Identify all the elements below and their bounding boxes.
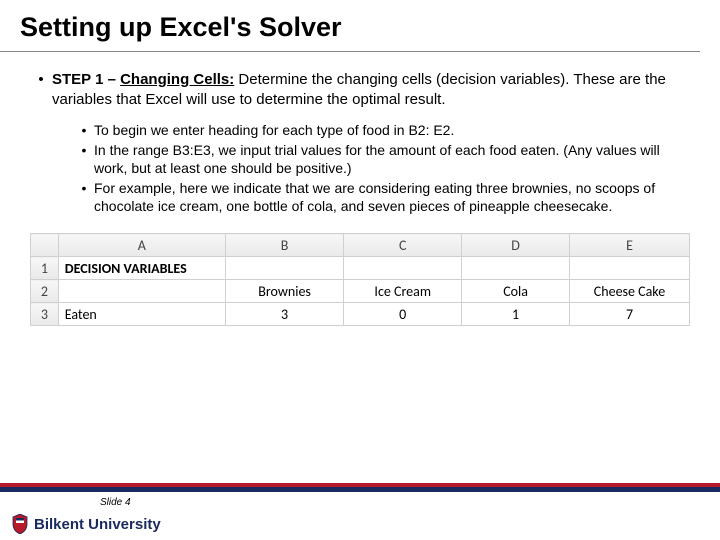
- excel-grid: A B C D E 1 DECISION VARIABLES 2 Brownie…: [30, 233, 690, 326]
- row-header: 3: [31, 303, 59, 326]
- cell: [570, 257, 690, 280]
- cell: [462, 257, 570, 280]
- bullet-dot: •: [30, 70, 52, 111]
- content-area: • STEP 1 – Changing Cells: Determine the…: [0, 52, 720, 215]
- university-logo-area: Bilkent University: [12, 514, 161, 534]
- main-bullet-text: STEP 1 – Changing Cells: Determine the c…: [52, 70, 690, 111]
- sub-bullet: • In the range B3:E3, we input trial val…: [74, 141, 690, 177]
- sub-bullet-text: To begin we enter heading for each type …: [94, 121, 690, 139]
- cell: 1: [462, 303, 570, 326]
- sub-bullet-text: In the range B3:E3, we input trial value…: [94, 141, 690, 177]
- step-label: STEP 1 –: [52, 71, 120, 88]
- cell: 3: [225, 303, 343, 326]
- cell: Brownies: [225, 280, 343, 303]
- cell: [344, 257, 462, 280]
- cell: [225, 257, 343, 280]
- changing-cells-label: Changing Cells:: [120, 71, 234, 88]
- cell: DECISION VARIABLES: [58, 257, 225, 280]
- cell: Eaten: [58, 303, 225, 326]
- footer-navy-stripe: [0, 487, 720, 492]
- sub-bullet-list: • To begin we enter heading for each typ…: [30, 121, 690, 216]
- cell: Cola: [462, 280, 570, 303]
- main-bullet: • STEP 1 – Changing Cells: Determine the…: [30, 70, 690, 111]
- cell: 7: [570, 303, 690, 326]
- cell: [58, 280, 225, 303]
- sub-bullet-text: For example, here we indicate that we ar…: [94, 179, 690, 215]
- bullet-dot: •: [74, 141, 94, 177]
- table-row: 3 Eaten 3 0 1 7: [31, 303, 690, 326]
- row-header: 1: [31, 257, 59, 280]
- sub-bullet: • To begin we enter heading for each typ…: [74, 121, 690, 139]
- shield-icon: [12, 514, 28, 534]
- title-area: Setting up Excel's Solver: [0, 0, 720, 49]
- footer-stripe: [0, 483, 720, 492]
- col-header: D: [462, 234, 570, 257]
- col-header: A: [58, 234, 225, 257]
- row-header: 2: [31, 280, 59, 303]
- table-row: 1 DECISION VARIABLES: [31, 257, 690, 280]
- slide-number: Slide 4: [100, 497, 131, 508]
- sub-bullet: • For example, here we indicate that we …: [74, 179, 690, 215]
- slide-title: Setting up Excel's Solver: [20, 12, 700, 43]
- col-header: C: [344, 234, 462, 257]
- col-header: B: [225, 234, 343, 257]
- bullet-dot: •: [74, 121, 94, 139]
- bullet-dot: •: [74, 179, 94, 215]
- university-name: Bilkent University: [34, 516, 161, 533]
- column-header-row: A B C D E: [31, 234, 690, 257]
- cell: Ice Cream: [344, 280, 462, 303]
- cell: Cheese Cake: [570, 280, 690, 303]
- table-row: 2 Brownies Ice Cream Cola Cheese Cake: [31, 280, 690, 303]
- cell: 0: [344, 303, 462, 326]
- corner-cell: [31, 234, 59, 257]
- col-header: E: [570, 234, 690, 257]
